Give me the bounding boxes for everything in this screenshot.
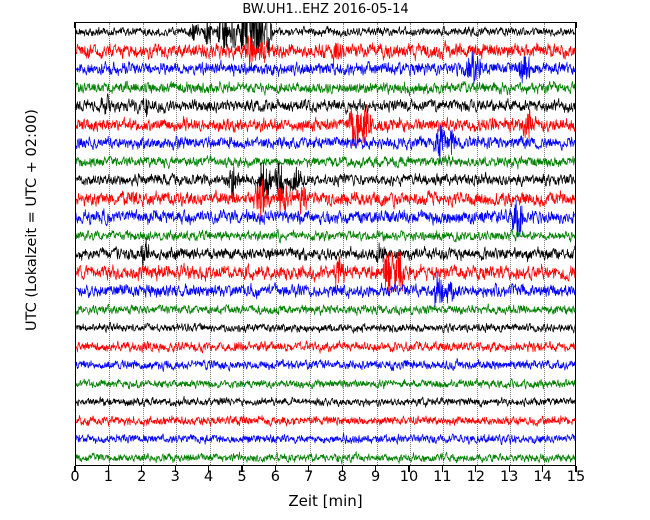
seismic-trace	[76, 233, 575, 275]
x-tick-mark	[274, 466, 277, 472]
x-tick-label: 14	[533, 469, 552, 485]
trace-layer	[76, 23, 575, 465]
x-tick-label: 5	[237, 469, 247, 485]
gridline-vertical	[510, 23, 512, 465]
seismic-trace	[76, 23, 575, 54]
x-tick-label: 9	[370, 469, 381, 485]
x-tick-mark	[308, 466, 310, 472]
seismic-trace	[76, 251, 575, 294]
x-tick-mark	[508, 466, 510, 472]
x-tick-label: 0	[70, 469, 80, 485]
seismic-trace	[76, 418, 575, 460]
x-tick-label: 2	[137, 469, 147, 485]
gridline-vertical	[176, 23, 178, 465]
seismic-trace	[76, 48, 575, 90]
seismic-trace	[76, 344, 575, 386]
x-tick-label: 7	[304, 469, 314, 485]
x-tick-mark	[341, 466, 343, 472]
seismic-trace	[76, 141, 575, 183]
x-tick-label: 15	[566, 469, 586, 485]
x-tick-label: 1	[103, 469, 114, 485]
x-tick-mark	[74, 22, 76, 28]
seismic-trace	[76, 196, 575, 238]
gridline-vertical	[209, 23, 211, 465]
x-tick-label: 3	[170, 469, 180, 485]
x-tick-label: 10	[399, 469, 419, 485]
gridline-vertical	[309, 23, 311, 465]
seismic-trace	[76, 215, 575, 257]
gridline-vertical	[376, 23, 378, 465]
x-tick-mark	[241, 466, 243, 472]
y-axis-label: UTC (Lokalzeit = UTC + 02:00)	[24, 109, 40, 331]
x-tick-mark	[475, 466, 477, 472]
seismic-trace	[76, 122, 575, 165]
seismic-trace	[76, 400, 575, 442]
seismic-trace	[76, 363, 575, 405]
x-axis-label: Zeit [min]	[288, 492, 363, 510]
seismic-trace	[76, 270, 575, 312]
x-tick-label: 12	[466, 469, 486, 485]
gridlines	[76, 23, 575, 465]
seismic-trace	[76, 159, 575, 202]
gridline-vertical	[443, 23, 445, 465]
x-tick-mark	[207, 466, 210, 472]
x-tick-label: 8	[337, 469, 347, 485]
gridline-vertical	[543, 23, 545, 465]
gridline-vertical	[276, 23, 278, 465]
seismic-trace	[76, 326, 575, 368]
seismic-trace	[76, 178, 575, 220]
seismic-trace	[76, 437, 575, 465]
seismic-trace	[76, 103, 575, 146]
x-tick-mark	[74, 466, 76, 472]
x-tick-mark	[408, 466, 410, 472]
seismic-trace	[76, 67, 575, 109]
seismic-trace	[76, 289, 575, 331]
x-tick-mark	[374, 466, 377, 472]
x-tick-mark	[575, 466, 577, 472]
gridline-vertical	[243, 23, 244, 465]
x-tick-mark	[141, 466, 143, 472]
x-tick-mark	[541, 466, 544, 472]
x-tick-label: 6	[270, 469, 281, 485]
chart-title: BW.UH1..EHZ 2016-05-14	[242, 2, 409, 17]
x-tick-label: 4	[203, 469, 214, 485]
x-tick-mark	[441, 466, 444, 472]
x-tick-label: 13	[499, 469, 519, 485]
seismic-trace	[76, 381, 575, 423]
gridline-vertical	[142, 23, 144, 465]
seismic-trace	[76, 30, 575, 72]
x-tick-label: 11	[433, 469, 452, 485]
gridline-vertical	[476, 23, 478, 465]
seismic-trace	[76, 307, 575, 349]
plot-area	[75, 22, 576, 466]
gridline-vertical	[109, 23, 111, 465]
seismic-trace	[76, 85, 575, 127]
gridline-vertical	[343, 23, 345, 465]
gridline-vertical	[410, 23, 411, 465]
x-tick-mark	[174, 466, 176, 472]
x-tick-mark	[107, 466, 110, 472]
